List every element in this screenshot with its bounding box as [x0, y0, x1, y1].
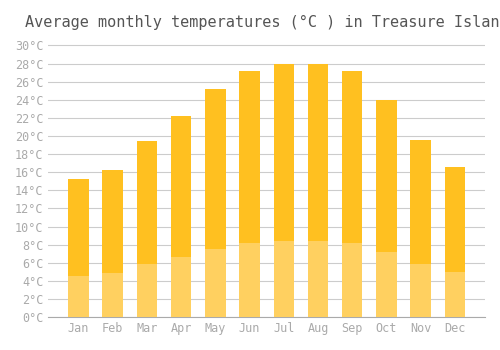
- Bar: [68, 178, 88, 317]
- Bar: [102, 273, 123, 317]
- Bar: [376, 100, 396, 317]
- Bar: [308, 241, 328, 317]
- Bar: [274, 64, 294, 317]
- Bar: [102, 170, 123, 317]
- Bar: [444, 167, 465, 317]
- Bar: [308, 64, 328, 317]
- Bar: [171, 116, 192, 317]
- Bar: [444, 272, 465, 317]
- Bar: [205, 248, 226, 317]
- Bar: [68, 275, 88, 317]
- Bar: [240, 243, 260, 317]
- Bar: [136, 265, 157, 317]
- Bar: [410, 140, 431, 317]
- Title: Average monthly temperatures (°C ) in Treasure Island: Average monthly temperatures (°C ) in Tr…: [25, 15, 500, 30]
- Bar: [171, 257, 192, 317]
- Bar: [240, 71, 260, 317]
- Bar: [274, 241, 294, 317]
- Bar: [342, 243, 362, 317]
- Bar: [342, 71, 362, 317]
- Bar: [205, 89, 226, 317]
- Bar: [376, 252, 396, 317]
- Bar: [410, 264, 431, 317]
- Bar: [136, 141, 157, 317]
